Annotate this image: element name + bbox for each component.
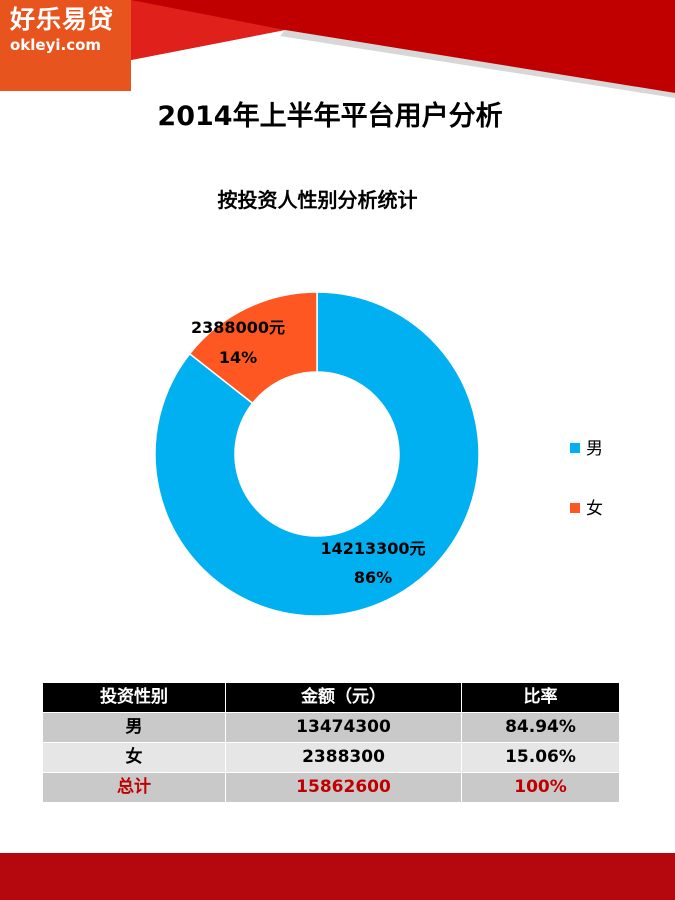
footer-banner (0, 853, 675, 900)
gender-data-table: 投资性别 金额（元） 比率 男 13474300 84.94% 女 238830… (42, 682, 620, 803)
table-row: 女 2388300 15.06% (42, 742, 620, 773)
table-total-label: 总计 (42, 772, 226, 803)
label-male-percent: 86% (354, 568, 392, 587)
chart-legend: 男 女 (570, 439, 603, 519)
table-cell-gender: 男 (42, 712, 226, 743)
table-header-row: 投资性别 金额（元） 比率 (42, 682, 620, 713)
legend-swatch-male (570, 443, 580, 453)
table-header-ratio: 比率 (461, 682, 620, 713)
table-cell-amount: 13474300 (225, 712, 462, 743)
slice-male (154, 291, 480, 617)
table-cell-ratio: 15.06% (461, 742, 620, 773)
table-total-ratio: 100% (461, 772, 620, 803)
table-header-amount: 金额（元） (225, 682, 462, 713)
table-header-gender: 投资性别 (42, 682, 226, 713)
page-title: 2014年上半年平台用户分析 (157, 101, 503, 132)
label-male-amount: 14213300元 (320, 539, 425, 558)
header-stripe (280, 30, 675, 98)
brand-logo-en: okleyi.com (10, 36, 102, 54)
slice-female (188, 291, 318, 405)
chart-slices (154, 291, 480, 617)
table-cell-amount: 2388300 (225, 742, 462, 773)
legend-label-female: 女 (586, 499, 603, 519)
legend-swatch-female (570, 503, 580, 513)
table-cell-gender: 女 (42, 742, 226, 773)
header-banner (131, 0, 675, 98)
table-total-row: 总计 15862600 100% (42, 772, 620, 803)
header-red-band (131, 0, 675, 93)
label-female-amount: 2388000元 (191, 318, 285, 337)
header-red-shade (131, 0, 285, 60)
legend-label-male: 男 (586, 439, 603, 459)
table-row: 男 13474300 84.94% (42, 712, 620, 743)
table-cell-ratio: 84.94% (461, 712, 620, 743)
label-female-percent: 14% (219, 348, 257, 367)
brand-logo[interactable]: 好乐易贷 okleyi.com (0, 0, 131, 91)
table-total-amount: 15862600 (225, 772, 462, 803)
chart-title: 按投资人性别分析统计 (217, 188, 418, 212)
brand-logo-cn: 好乐易贷 (10, 5, 115, 34)
chart-data-labels: 2388000元 14% 14213300元 86% (191, 318, 426, 587)
donut-chart: 2388000元 14% 14213300元 86% 男 女 (154, 291, 603, 617)
